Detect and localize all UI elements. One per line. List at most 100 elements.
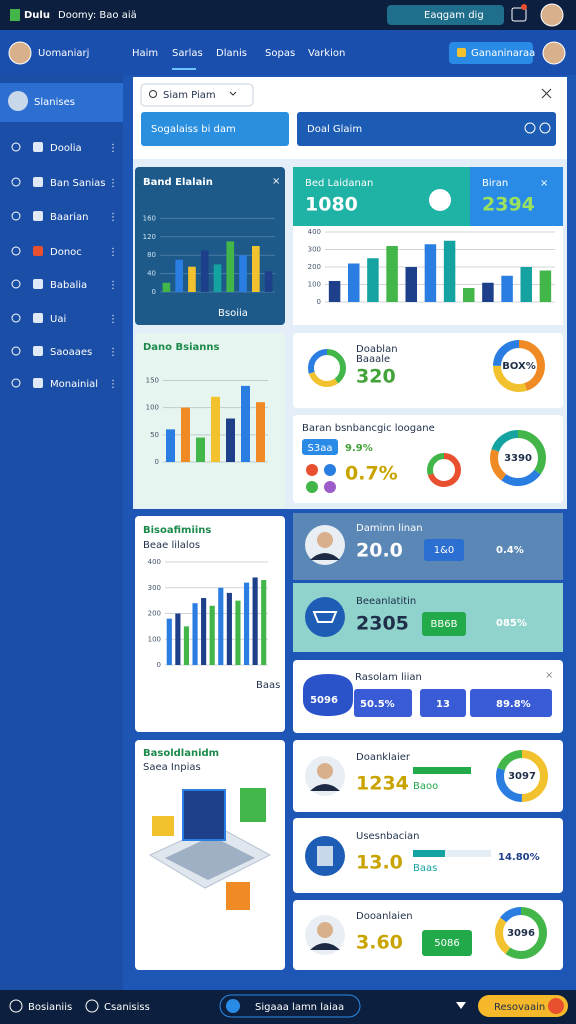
y-tick-label: 150 — [146, 376, 159, 384]
close[interactable]: × — [272, 176, 280, 187]
subtitle: Saea Inpias — [143, 762, 201, 773]
more: ⋮ — [108, 143, 118, 154]
y-tick-label: 50 — [150, 431, 159, 439]
icon — [33, 346, 43, 356]
avatar-face — [317, 532, 333, 548]
sidebar-item[interactable]: Ban Sanias — [50, 178, 105, 189]
search-box[interactable] — [140, 83, 254, 107]
close[interactable]: × — [545, 670, 553, 681]
chevron[interactable] — [229, 91, 237, 96]
bubble — [303, 674, 353, 716]
pill-text: 1&0 — [434, 545, 455, 556]
icon — [548, 998, 564, 1014]
close[interactable]: × — [540, 178, 548, 189]
icon[interactable] — [456, 1002, 466, 1009]
sidebar-item[interactable]: Monainial — [50, 379, 98, 390]
card-title: Doablan — [356, 344, 398, 355]
close[interactable] — [541, 88, 552, 99]
bar — [405, 267, 417, 302]
bar — [501, 275, 513, 302]
button[interactable] — [449, 42, 533, 64]
cart-icon[interactable] — [511, 7, 527, 22]
nav[interactable]: Dlanis — [216, 48, 247, 59]
bar — [200, 250, 209, 292]
tab-text: Sogalaiss bi dam — [151, 124, 236, 135]
search-box[interactable] — [219, 994, 361, 1018]
sidebar-item[interactable]: Donoc — [50, 247, 82, 258]
basket — [312, 611, 338, 623]
icon — [457, 48, 466, 57]
nav[interactable]: Haim — [132, 48, 158, 59]
tab[interactable] — [297, 112, 556, 146]
bar — [192, 603, 198, 665]
ring-segment — [308, 349, 346, 387]
sidebar-item[interactable]: Uai — [50, 314, 66, 325]
sidebar-item[interactable]: Saoaaes — [50, 347, 92, 358]
note: Baoo — [413, 781, 438, 792]
logo — [10, 9, 20, 21]
card-title: Dano Bsianns — [143, 342, 220, 353]
nav[interactable]: Varkion — [308, 48, 345, 59]
ring-segment — [496, 750, 548, 802]
y-tick-label: 0 — [152, 288, 156, 296]
tab[interactable] — [141, 112, 289, 146]
more: ⋮ — [108, 178, 118, 189]
value: 20.0 — [356, 540, 403, 562]
card-title: Dooanlaien — [356, 911, 413, 922]
pill-text: Eaqgam dig — [424, 10, 484, 21]
card-title: Usesnbacian — [356, 831, 419, 842]
icon — [33, 211, 43, 221]
tab-text: Doal Glaim — [307, 124, 362, 135]
y-tick-label: 100 — [146, 404, 159, 412]
bar — [239, 255, 247, 292]
ring-label: 3096 — [507, 928, 535, 939]
progress — [413, 767, 471, 774]
bar — [348, 263, 360, 302]
card — [293, 415, 563, 503]
icon — [305, 597, 345, 637]
search-icon — [149, 90, 157, 98]
avatar[interactable] — [540, 3, 564, 27]
pill — [470, 689, 552, 717]
bar — [520, 267, 532, 302]
icon[interactable] — [85, 999, 99, 1013]
bar — [166, 618, 172, 665]
avatar[interactable] — [542, 41, 566, 65]
bar — [218, 587, 224, 665]
bar — [175, 613, 181, 665]
bottom-link[interactable]: Bosianiis — [28, 1002, 72, 1013]
nav[interactable]: Sarlas — [172, 48, 203, 59]
card-title: Beeanlatitin — [356, 596, 416, 607]
pill-text: 13 — [436, 699, 450, 710]
avatar-body — [310, 553, 340, 560]
card-title: Band Elalain — [143, 177, 213, 188]
value: 320 — [356, 366, 396, 388]
sidebar-item[interactable]: Baarian — [50, 212, 88, 223]
ring-segment — [490, 430, 546, 486]
icon — [324, 481, 336, 493]
note: Baas — [413, 863, 437, 874]
icon — [11, 378, 21, 388]
y-tick-label: 160 — [143, 214, 156, 222]
avatar[interactable] — [8, 41, 32, 65]
icon — [33, 313, 43, 323]
sidebar-item[interactable]: Babalia — [50, 280, 87, 291]
avatar-body — [310, 784, 340, 791]
button[interactable] — [478, 995, 568, 1017]
ring-segment — [427, 453, 461, 487]
ring-segment — [495, 907, 547, 959]
value: 13.0 — [356, 852, 403, 874]
icon[interactable] — [9, 999, 23, 1013]
bar — [181, 407, 190, 462]
bottom-link[interactable]: Csanisiss — [104, 1002, 150, 1013]
ring-segment — [490, 430, 546, 486]
pill[interactable] — [387, 5, 504, 25]
rate: 085% — [496, 618, 527, 629]
ring-label: BOX% — [502, 361, 536, 372]
sidebar-item[interactable]: Doolia — [50, 143, 82, 154]
more: ⋮ — [108, 247, 118, 258]
value: 3.60 — [356, 932, 403, 954]
note: Bsoiia — [218, 308, 248, 319]
nav[interactable]: Sopas — [265, 48, 295, 59]
